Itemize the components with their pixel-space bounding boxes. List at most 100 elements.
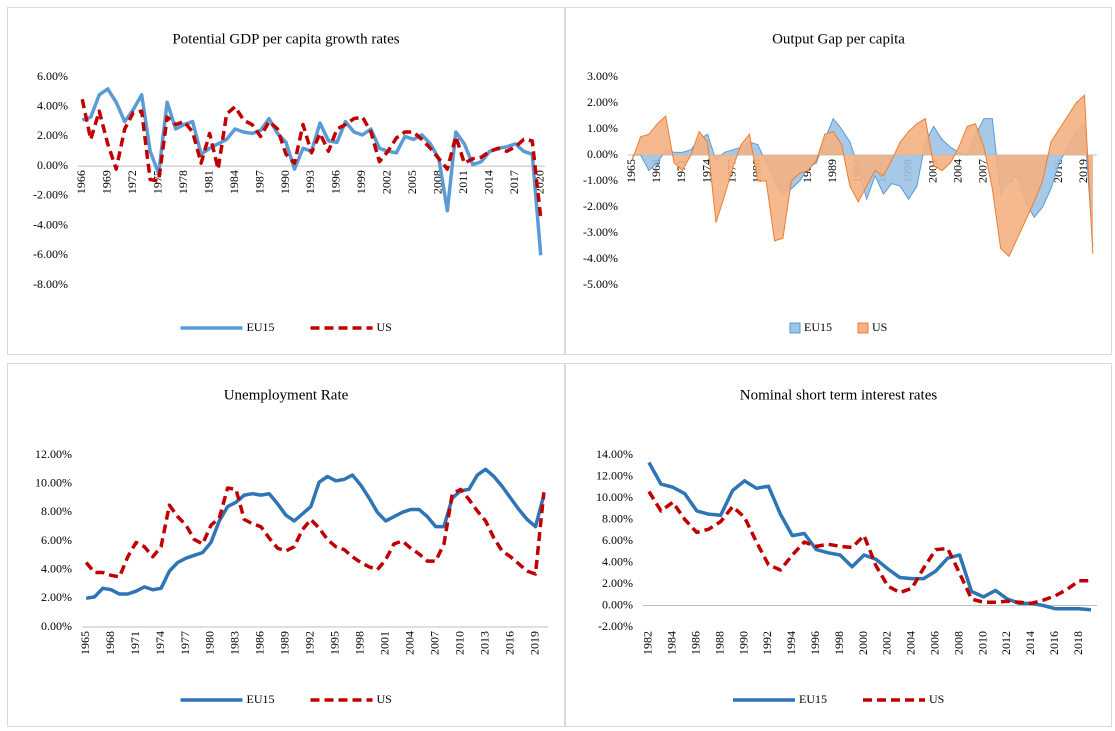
y-tick-label: -6.00% <box>33 247 68 261</box>
x-tick-label: 2019 <box>527 631 541 655</box>
x-tick-label: 1990 <box>278 170 292 194</box>
x-tick-label: 1994 <box>784 631 798 655</box>
y-tick-label: 2.00% <box>602 576 633 590</box>
legend-swatch <box>789 322 801 334</box>
y-tick-label: 4.00% <box>41 561 72 575</box>
legend-label: US <box>929 692 944 706</box>
legend-swatch <box>857 322 869 334</box>
x-tick-label: 2012 <box>999 631 1013 655</box>
x-tick-label: 1986 <box>253 631 267 655</box>
x-tick-label: 1998 <box>832 631 846 655</box>
x-tick-label: 1989 <box>278 631 292 655</box>
y-tick-label: 14.00% <box>596 447 633 461</box>
panel-border <box>565 363 1112 727</box>
x-tick-label: 2016 <box>1047 631 1061 655</box>
x-tick-label: 2014 <box>482 170 496 194</box>
area-fill <box>632 95 1093 257</box>
x-tick-label: 1986 <box>689 631 703 655</box>
y-tick-label: 2.00% <box>41 590 72 604</box>
y-tick-label: 0.00% <box>41 619 72 633</box>
y-tick-label: 3.00% <box>587 69 618 83</box>
chart-title: Output Gap per capita <box>772 31 905 47</box>
y-tick-label: 10.00% <box>596 490 633 504</box>
x-tick-label: 2019 <box>1076 159 1090 183</box>
x-tick-label: 1996 <box>329 170 343 194</box>
data-line <box>85 467 546 601</box>
x-tick-label: 1989 <box>825 159 839 183</box>
x-tick-label: 2002 <box>880 631 894 655</box>
x-tick-label: 1990 <box>736 631 750 655</box>
y-tick-label: 8.00% <box>602 511 633 525</box>
y-tick-label: 2.00% <box>37 128 68 142</box>
x-tick-label: 1974 <box>153 631 167 655</box>
x-tick-label: 1978 <box>176 170 190 194</box>
chart-title: Potential GDP per capita growth rates <box>172 31 399 47</box>
panel-border <box>565 7 1112 355</box>
x-tick-label: 1987 <box>252 170 266 194</box>
x-tick-label: 1971 <box>128 631 142 655</box>
panel-border <box>7 363 565 727</box>
x-tick-label: 1984 <box>665 631 679 655</box>
x-tick-label: 1965 <box>78 631 92 655</box>
y-tick-label: -5.00% <box>583 277 618 291</box>
y-tick-label: 0.00% <box>587 147 618 161</box>
y-tick-label: -1.00% <box>583 173 618 187</box>
x-tick-label: 1972 <box>125 170 139 194</box>
x-tick-label: 1965 <box>624 159 638 183</box>
x-tick-label: 2014 <box>1023 631 1037 655</box>
x-tick-label: 1983 <box>228 631 242 655</box>
x-tick-label: 1982 <box>641 631 655 655</box>
x-tick-label: 2011 <box>456 170 470 194</box>
x-tick-label: 1998 <box>353 631 367 655</box>
y-tick-label: 1.00% <box>587 121 618 135</box>
y-tick-label: 10.00% <box>35 475 72 489</box>
y-tick-label: 12.00% <box>35 447 72 461</box>
x-tick-label: 1968 <box>103 631 117 655</box>
y-tick-label: -2.00% <box>583 199 618 213</box>
x-tick-label: 2007 <box>427 631 441 655</box>
x-tick-label: 2010 <box>975 631 989 655</box>
x-tick-label: 1984 <box>227 170 241 194</box>
y-tick-label: 2.00% <box>587 95 618 109</box>
x-tick-label: 2013 <box>477 631 491 655</box>
x-tick-label: 1992 <box>303 631 317 655</box>
legend-label: US <box>377 320 392 334</box>
x-tick-label: 2017 <box>507 170 521 194</box>
x-tick-label: 1996 <box>808 631 822 655</box>
legend-label: EU15 <box>247 692 275 706</box>
x-tick-label: 2006 <box>927 631 941 655</box>
x-tick-label: 1992 <box>760 631 774 655</box>
x-tick-label: 1999 <box>354 170 368 194</box>
legend-label: EU15 <box>804 320 832 334</box>
legend-label: EU15 <box>799 692 827 706</box>
y-tick-label: -3.00% <box>583 225 618 239</box>
x-tick-label: 2004 <box>951 159 965 183</box>
area-edge <box>631 94 1094 258</box>
x-tick-label: 1966 <box>74 170 88 194</box>
x-tick-label: 1969 <box>99 170 113 194</box>
y-tick-label: -4.00% <box>33 217 68 231</box>
y-tick-label: -2.00% <box>598 619 633 633</box>
x-tick-label: 2016 <box>502 631 516 655</box>
x-tick-label: 2004 <box>402 631 416 655</box>
x-tick-label: 2004 <box>904 631 918 655</box>
x-tick-label: 2002 <box>380 170 394 194</box>
x-tick-label: 1995 <box>328 631 342 655</box>
x-tick-label: 2000 <box>856 631 870 655</box>
x-tick-label: 1993 <box>303 170 317 194</box>
data-line <box>647 490 1092 606</box>
panel-border <box>7 7 565 355</box>
y-tick-label: -8.00% <box>33 277 68 291</box>
y-tick-label: -4.00% <box>583 251 618 265</box>
x-tick-label: 2007 <box>976 159 990 183</box>
x-tick-label: 2018 <box>1071 631 1085 655</box>
legend-label: EU15 <box>247 320 275 334</box>
y-tick-label: 6.00% <box>602 533 633 547</box>
y-tick-label: 6.00% <box>41 533 72 547</box>
data-line <box>84 486 546 579</box>
chart-title: Nominal short term interest rates <box>740 387 938 403</box>
chart-title: Unemployment Rate <box>224 387 349 403</box>
